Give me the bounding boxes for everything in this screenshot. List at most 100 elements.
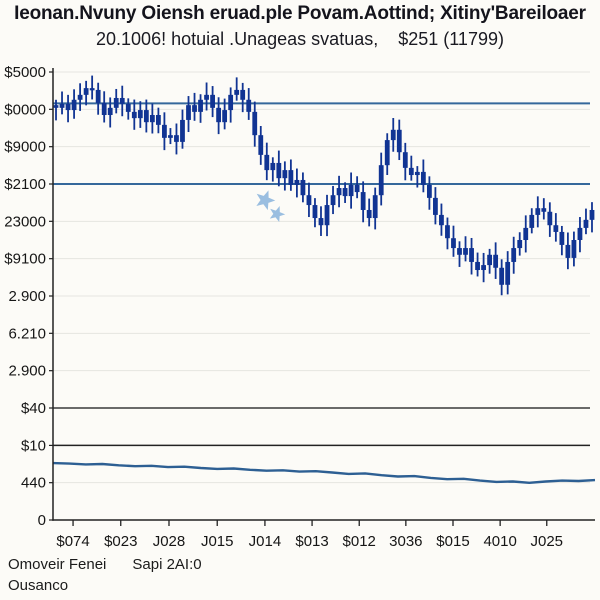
candle-body — [282, 170, 288, 179]
candle-body — [83, 88, 89, 95]
candle-body — [547, 211, 553, 226]
candle-body — [541, 208, 547, 212]
y-axis-label: $9100 — [4, 251, 46, 268]
y-axis-label: $0000 — [4, 101, 46, 118]
y-axis-label: 23000 — [4, 213, 46, 230]
y-axis-label: $40 — [21, 400, 46, 417]
candle-body — [318, 218, 324, 226]
y-axis-label: 6.210 — [8, 325, 46, 342]
candle-body — [204, 94, 209, 100]
star-marker-icon — [256, 190, 276, 211]
candle-body — [511, 248, 517, 262]
candle-body — [306, 195, 312, 206]
candle-body — [258, 135, 264, 155]
candle-body — [65, 103, 71, 111]
candle-body — [53, 105, 59, 108]
candle-body — [577, 227, 583, 240]
x-axis-label: J014 — [249, 533, 282, 550]
candle-body — [101, 102, 107, 116]
candle-body — [294, 179, 300, 185]
candle-body — [113, 97, 119, 108]
candle-body — [475, 261, 480, 271]
candle-body — [469, 248, 474, 262]
candle-body — [360, 192, 366, 210]
candle-body — [228, 94, 234, 111]
y-axis-label: $9000 — [4, 139, 46, 156]
candle-body — [89, 88, 95, 91]
candle-body — [378, 165, 384, 196]
candle-body — [125, 103, 131, 112]
candle-body — [59, 103, 65, 108]
candle-body — [553, 225, 559, 232]
candle-body — [493, 254, 499, 268]
candle-body — [119, 97, 125, 104]
chart-title: Ieonan.Nvuny Oiensh eruad.ple Povam.Aott… — [14, 3, 586, 24]
candle-body — [270, 162, 276, 171]
candle-body — [198, 99, 203, 112]
y-axis-label: $2100 — [4, 176, 46, 193]
footer-date: Sapi 2AI:0 — [132, 556, 202, 573]
x-axis-label: J025 — [530, 533, 563, 550]
candle-body — [535, 208, 541, 215]
candle-body — [402, 152, 408, 168]
candle-body — [240, 89, 246, 100]
y-axis-label: 2.900 — [8, 363, 46, 380]
candle-body — [276, 162, 282, 179]
candle-body — [155, 115, 161, 125]
candle-body — [252, 111, 258, 136]
y-axis-label: $10 — [21, 437, 46, 454]
candle-body — [246, 99, 252, 112]
candle-body — [583, 219, 589, 228]
candle-body — [529, 214, 535, 228]
x-axis-label: J028 — [153, 533, 186, 550]
candle-body — [457, 248, 462, 255]
candle-body — [180, 119, 185, 142]
y-axis-label: 440 — [21, 475, 46, 492]
candle-body — [384, 140, 390, 166]
candle-body — [390, 129, 396, 141]
x-axis-label: $015 — [436, 533, 469, 550]
candle-body — [499, 267, 505, 285]
x-axis-label: $023 — [104, 533, 137, 550]
candle-body — [234, 89, 240, 95]
candle-body — [366, 209, 372, 219]
candle-body — [71, 99, 77, 111]
candle-body — [348, 184, 354, 197]
y-axis-label: 0 — [38, 512, 46, 529]
candle-body — [451, 238, 456, 249]
star-marker-icon — [269, 206, 286, 223]
candle-body — [463, 248, 468, 255]
candle-body — [192, 105, 197, 112]
footer-line2: Ousanco — [8, 577, 69, 594]
candle-body — [174, 135, 179, 142]
candle-body — [77, 94, 83, 100]
candle-body — [589, 209, 595, 220]
candle-body — [186, 105, 191, 120]
candle-body — [216, 107, 222, 123]
x-axis-label: $013 — [295, 533, 328, 550]
candle-body — [487, 254, 493, 266]
x-axis-label: 3036 — [389, 533, 422, 550]
x-axis-label: 4010 — [483, 533, 516, 550]
candle-body — [505, 261, 511, 285]
candle-body — [523, 227, 529, 240]
candle-body — [95, 89, 101, 103]
candle-body — [143, 110, 149, 123]
candle-body — [420, 171, 426, 185]
candle-body — [210, 94, 215, 108]
candle-body — [330, 195, 336, 206]
footer-line1: Omoveir Fenei Sapi 2AI:0 — [8, 556, 202, 573]
x-axis-label: J015 — [201, 533, 234, 550]
candle-body — [131, 111, 137, 119]
candle-body — [372, 195, 378, 219]
candle-body — [408, 167, 414, 176]
candle-body — [300, 179, 306, 196]
candle-body — [137, 110, 143, 119]
x-axis-label: $074 — [56, 533, 89, 550]
candle-body — [336, 188, 342, 196]
candle-body — [396, 129, 402, 153]
candle-body — [288, 170, 294, 185]
candle-body — [426, 184, 432, 198]
candle-body — [571, 240, 577, 258]
candle-body — [414, 171, 420, 176]
